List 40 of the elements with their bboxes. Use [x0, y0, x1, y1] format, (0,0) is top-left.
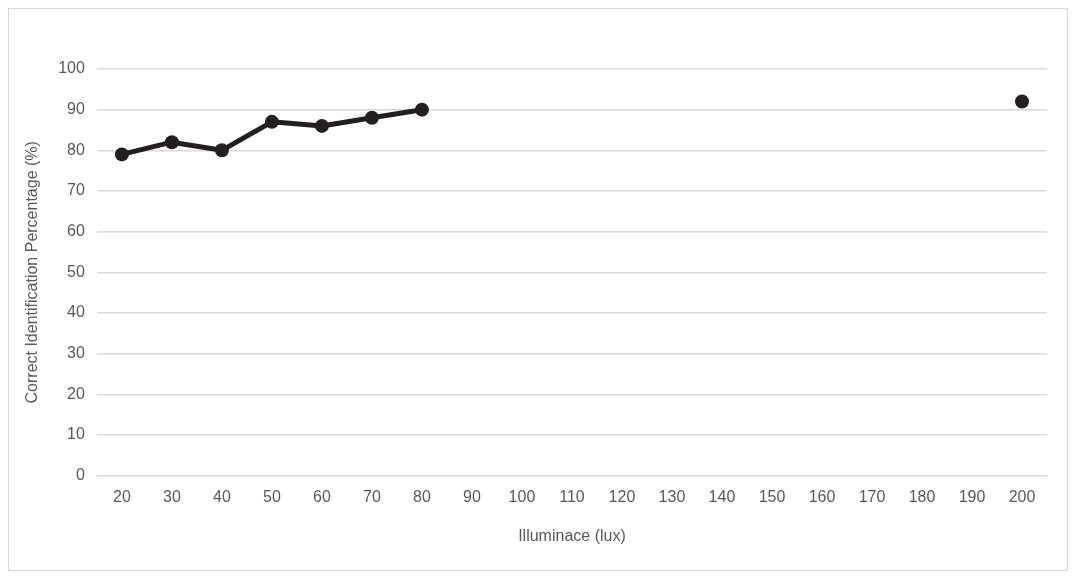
x-tick-label: 140 — [708, 487, 736, 505]
y-tick-label: 50 — [67, 262, 85, 280]
y-tick-label: 90 — [67, 100, 85, 118]
y-tick-label: 70 — [67, 181, 85, 199]
x-tick-label: 200 — [1008, 487, 1036, 505]
y-tick-label: 80 — [67, 140, 85, 158]
x-tick-label: 90 — [463, 487, 481, 505]
point — [164, 135, 179, 150]
point — [214, 143, 229, 158]
x-tick-label: 20 — [113, 487, 131, 505]
x-tick-label: 130 — [658, 487, 686, 505]
x-tick-label: 30 — [163, 487, 181, 505]
y-tick-label: 30 — [67, 344, 85, 362]
x-tick-label: 170 — [858, 487, 886, 505]
x-tick-label: 50 — [263, 487, 281, 505]
x-tick-label: 160 — [808, 487, 836, 505]
y-tick-label: 60 — [67, 222, 85, 240]
x-tick-label: 100 — [508, 487, 536, 505]
point — [364, 110, 379, 125]
point — [314, 118, 329, 133]
y-tick-label: 0 — [75, 466, 85, 484]
x-tick-label: 80 — [413, 487, 431, 505]
point — [414, 102, 429, 117]
x-axis-title: Illuminace (lux) — [518, 526, 626, 544]
x-tick-label: 150 — [758, 487, 786, 505]
y-tick-label: 20 — [67, 384, 85, 402]
point — [114, 147, 129, 162]
y-axis-title: Correct Identification Percentage (%) — [23, 141, 41, 404]
x-tick-label: 120 — [608, 487, 636, 505]
x-tick-label: 70 — [363, 487, 381, 505]
x-tick-label: 110 — [559, 487, 585, 505]
x-tick-label: 40 — [213, 487, 231, 505]
y-tick-label: 40 — [67, 303, 85, 321]
x-tick-label: 190 — [958, 487, 986, 505]
point — [264, 114, 279, 129]
x-tick-label: 180 — [908, 487, 936, 505]
x-tick-label: 60 — [313, 487, 331, 505]
y-tick-label: 10 — [67, 425, 85, 443]
y-tick-label: 100 — [58, 59, 85, 77]
point — [1015, 94, 1029, 109]
